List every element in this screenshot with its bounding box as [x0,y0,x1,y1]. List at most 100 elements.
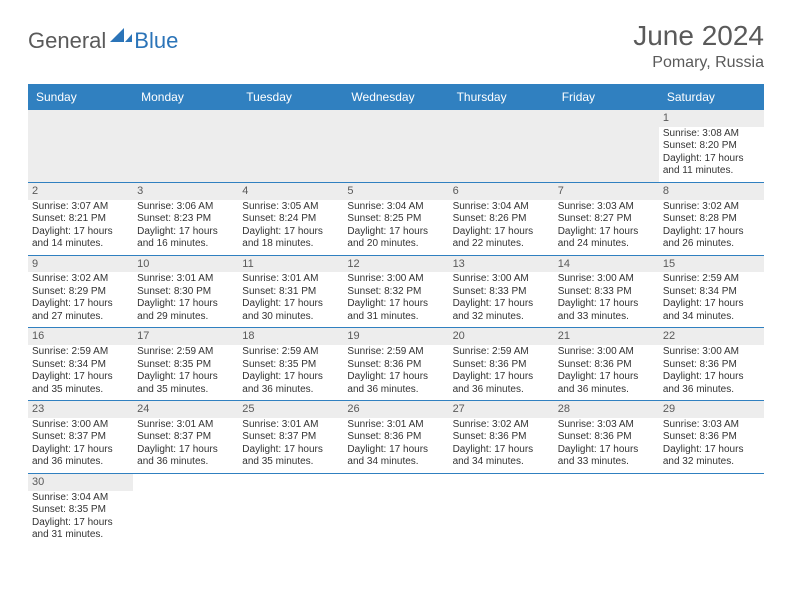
calendar-cell-empty [238,474,343,546]
calendar-cell: 29Sunrise: 3:03 AMSunset: 8:36 PMDayligh… [659,401,764,473]
sunrise-text: Sunrise: 3:06 AM [137,201,234,214]
sunset-text: Sunset: 8:20 PM [663,140,760,153]
day-header: Saturday [659,84,764,110]
daylight-text: Daylight: 17 hours [453,226,550,239]
sunrise-text: Sunrise: 3:01 AM [242,273,339,286]
sunrise-text: Sunrise: 2:59 AM [32,346,129,359]
day-number: 21 [554,328,659,345]
sunset-text: Sunset: 8:35 PM [242,359,339,372]
month-title: June 2024 [633,20,764,52]
daylight-text: and 36 minutes. [558,384,655,397]
day-number: 29 [659,401,764,418]
day-number: 25 [238,401,343,418]
sunset-text: Sunset: 8:34 PM [663,286,760,299]
calendar-cell: 7Sunrise: 3:03 AMSunset: 8:27 PMDaylight… [554,183,659,255]
title-block: June 2024 Pomary, Russia [633,20,764,72]
calendar-cell: 25Sunrise: 3:01 AMSunset: 8:37 PMDayligh… [238,401,343,473]
calendar-cell-empty [554,110,659,182]
calendar-cell: 26Sunrise: 3:01 AMSunset: 8:36 PMDayligh… [343,401,448,473]
sunset-text: Sunset: 8:34 PM [32,359,129,372]
sunrise-text: Sunrise: 3:03 AM [558,419,655,432]
calendar: Sunday Monday Tuesday Wednesday Thursday… [28,84,764,546]
sunrise-text: Sunrise: 2:59 AM [347,346,444,359]
daylight-text: Daylight: 17 hours [242,298,339,311]
calendar-cell: 30Sunrise: 3:04 AMSunset: 8:35 PMDayligh… [28,474,133,546]
sunrise-text: Sunrise: 3:01 AM [137,419,234,432]
calendar-cell-empty [28,110,133,182]
sunset-text: Sunset: 8:36 PM [558,359,655,372]
sunrise-text: Sunrise: 3:00 AM [32,419,129,432]
calendar-cell: 9Sunrise: 3:02 AMSunset: 8:29 PMDaylight… [28,256,133,328]
sunrise-text: Sunrise: 2:59 AM [242,346,339,359]
daylight-text: Daylight: 17 hours [137,371,234,384]
day-number: 26 [343,401,448,418]
sunrise-text: Sunrise: 3:07 AM [32,201,129,214]
daylight-text: Daylight: 17 hours [453,298,550,311]
daylight-text: and 14 minutes. [32,238,129,251]
calendar-cell: 2Sunrise: 3:07 AMSunset: 8:21 PMDaylight… [28,183,133,255]
header: General Blue June 2024 Pomary, Russia [28,20,764,72]
sunrise-text: Sunrise: 3:00 AM [453,273,550,286]
daylight-text: Daylight: 17 hours [32,444,129,457]
calendar-cell: 28Sunrise: 3:03 AMSunset: 8:36 PMDayligh… [554,401,659,473]
calendar-cell: 6Sunrise: 3:04 AMSunset: 8:26 PMDaylight… [449,183,554,255]
sunrise-text: Sunrise: 3:04 AM [453,201,550,214]
sunset-text: Sunset: 8:36 PM [347,431,444,444]
logo-text-general: General [28,28,106,54]
daylight-text: Daylight: 17 hours [137,226,234,239]
sunset-text: Sunset: 8:37 PM [242,431,339,444]
sunset-text: Sunset: 8:36 PM [347,359,444,372]
calendar-cell: 14Sunrise: 3:00 AMSunset: 8:33 PMDayligh… [554,256,659,328]
daylight-text: Daylight: 17 hours [558,226,655,239]
calendar-cell: 21Sunrise: 3:00 AMSunset: 8:36 PMDayligh… [554,328,659,400]
sunset-text: Sunset: 8:37 PM [137,431,234,444]
calendar-row: 2Sunrise: 3:07 AMSunset: 8:21 PMDaylight… [28,183,764,256]
daylight-text: Daylight: 17 hours [242,371,339,384]
daylight-text: and 33 minutes. [558,456,655,469]
calendar-cell: 12Sunrise: 3:00 AMSunset: 8:32 PMDayligh… [343,256,448,328]
daylight-text: Daylight: 17 hours [453,371,550,384]
daylight-text: Daylight: 17 hours [453,444,550,457]
calendar-header-row: Sunday Monday Tuesday Wednesday Thursday… [28,84,764,110]
sunrise-text: Sunrise: 3:02 AM [453,419,550,432]
daylight-text: and 24 minutes. [558,238,655,251]
calendar-row: 16Sunrise: 2:59 AMSunset: 8:34 PMDayligh… [28,328,764,401]
day-number: 30 [28,474,133,491]
sunset-text: Sunset: 8:36 PM [663,431,760,444]
day-number: 16 [28,328,133,345]
daylight-text: and 34 minutes. [453,456,550,469]
calendar-cell-empty [238,110,343,182]
daylight-text: Daylight: 17 hours [558,371,655,384]
daylight-text: Daylight: 17 hours [663,444,760,457]
location: Pomary, Russia [633,54,764,72]
sunset-text: Sunset: 8:31 PM [242,286,339,299]
day-number: 18 [238,328,343,345]
calendar-cell-empty [659,474,764,546]
daylight-text: Daylight: 17 hours [32,517,129,530]
calendar-row: 9Sunrise: 3:02 AMSunset: 8:29 PMDaylight… [28,256,764,329]
day-number: 15 [659,256,764,273]
day-header: Monday [133,84,238,110]
sunrise-text: Sunrise: 3:04 AM [347,201,444,214]
day-number: 7 [554,183,659,200]
daylight-text: and 27 minutes. [32,311,129,324]
calendar-page: General Blue June 2024 Pomary, Russia Su… [0,0,792,566]
daylight-text: and 26 minutes. [663,238,760,251]
calendar-cell: 20Sunrise: 2:59 AMSunset: 8:36 PMDayligh… [449,328,554,400]
daylight-text: Daylight: 17 hours [242,226,339,239]
day-number: 13 [449,256,554,273]
sunset-text: Sunset: 8:35 PM [137,359,234,372]
sunset-text: Sunset: 8:35 PM [32,504,129,517]
calendar-cell: 19Sunrise: 2:59 AMSunset: 8:36 PMDayligh… [343,328,448,400]
sunrise-text: Sunrise: 3:00 AM [663,346,760,359]
day-header: Wednesday [343,84,448,110]
logo-text-blue: Blue [134,28,178,54]
day-number: 9 [28,256,133,273]
daylight-text: and 35 minutes. [32,384,129,397]
day-number: 2 [28,183,133,200]
sunset-text: Sunset: 8:36 PM [453,431,550,444]
sunset-text: Sunset: 8:30 PM [137,286,234,299]
daylight-text: Daylight: 17 hours [137,444,234,457]
daylight-text: and 34 minutes. [347,456,444,469]
day-header: Tuesday [238,84,343,110]
